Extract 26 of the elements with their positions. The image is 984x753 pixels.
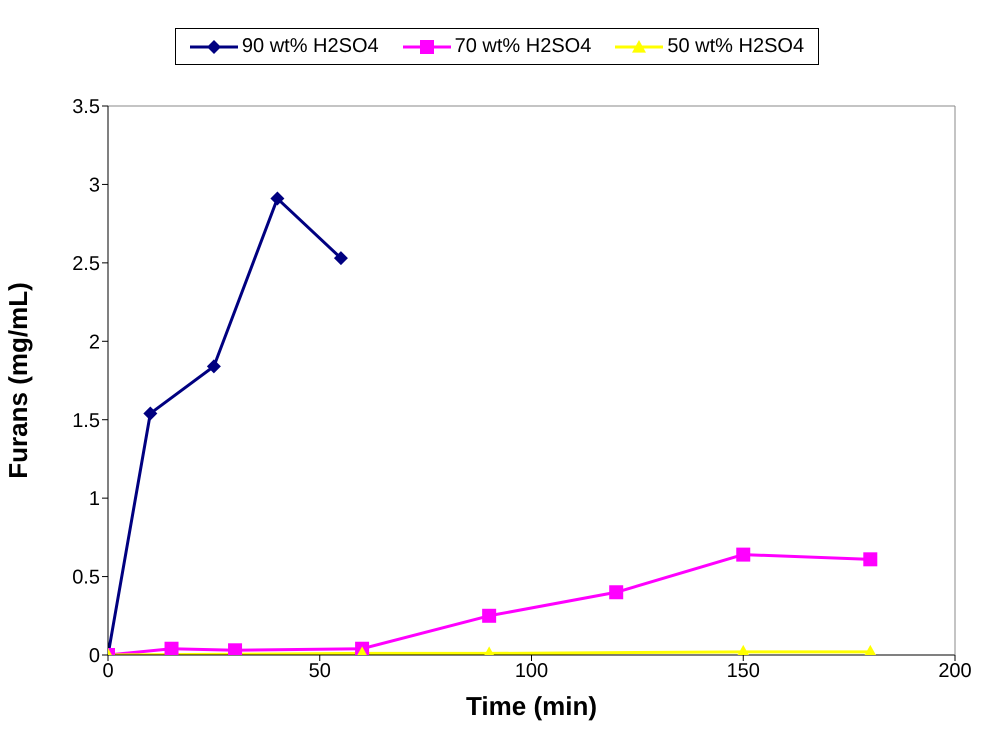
y-tick-label: 0.5 xyxy=(72,566,100,589)
y-tick-label: 0 xyxy=(88,645,100,668)
point xyxy=(143,406,158,420)
y-tick-label: 2.5 xyxy=(72,252,100,275)
y-tick-label: 1.5 xyxy=(72,410,100,432)
point xyxy=(164,642,179,655)
x-tick-label: 100 xyxy=(514,660,548,682)
y-tick-label: 1 xyxy=(88,488,100,510)
x-tick-label: 150 xyxy=(726,660,760,682)
y-tick-label: 2 xyxy=(88,331,100,354)
point xyxy=(609,585,624,600)
x-tick-label: 50 xyxy=(308,660,331,682)
point xyxy=(270,192,284,206)
x-tick-label: 200 xyxy=(938,660,972,682)
legend-label: 70 wt% H2SO4 xyxy=(454,35,592,58)
point xyxy=(736,548,750,562)
point xyxy=(482,608,496,623)
y-tick-label: 3 xyxy=(88,174,100,197)
legend-label: 50 wt% H2SO4 xyxy=(666,35,804,58)
point xyxy=(206,359,221,374)
y-axis-title: Furans (mg/mL) xyxy=(3,282,34,479)
point xyxy=(334,251,348,266)
y-tick-label: 3.5 xyxy=(72,96,100,118)
legend-label: 90 wt% H2SO4 xyxy=(240,35,379,58)
x-axis-title: Time (min) xyxy=(466,691,597,721)
point xyxy=(863,552,878,566)
